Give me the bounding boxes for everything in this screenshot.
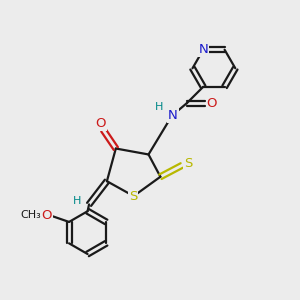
Text: O: O [41, 208, 52, 222]
Text: S: S [184, 158, 193, 170]
Text: H: H [155, 102, 164, 112]
Text: N: N [168, 109, 178, 122]
Text: O: O [96, 117, 106, 130]
Text: S: S [129, 190, 137, 203]
Text: N: N [198, 43, 208, 56]
Text: H: H [72, 196, 81, 206]
Text: O: O [207, 97, 217, 110]
Text: CH₃: CH₃ [20, 210, 41, 220]
